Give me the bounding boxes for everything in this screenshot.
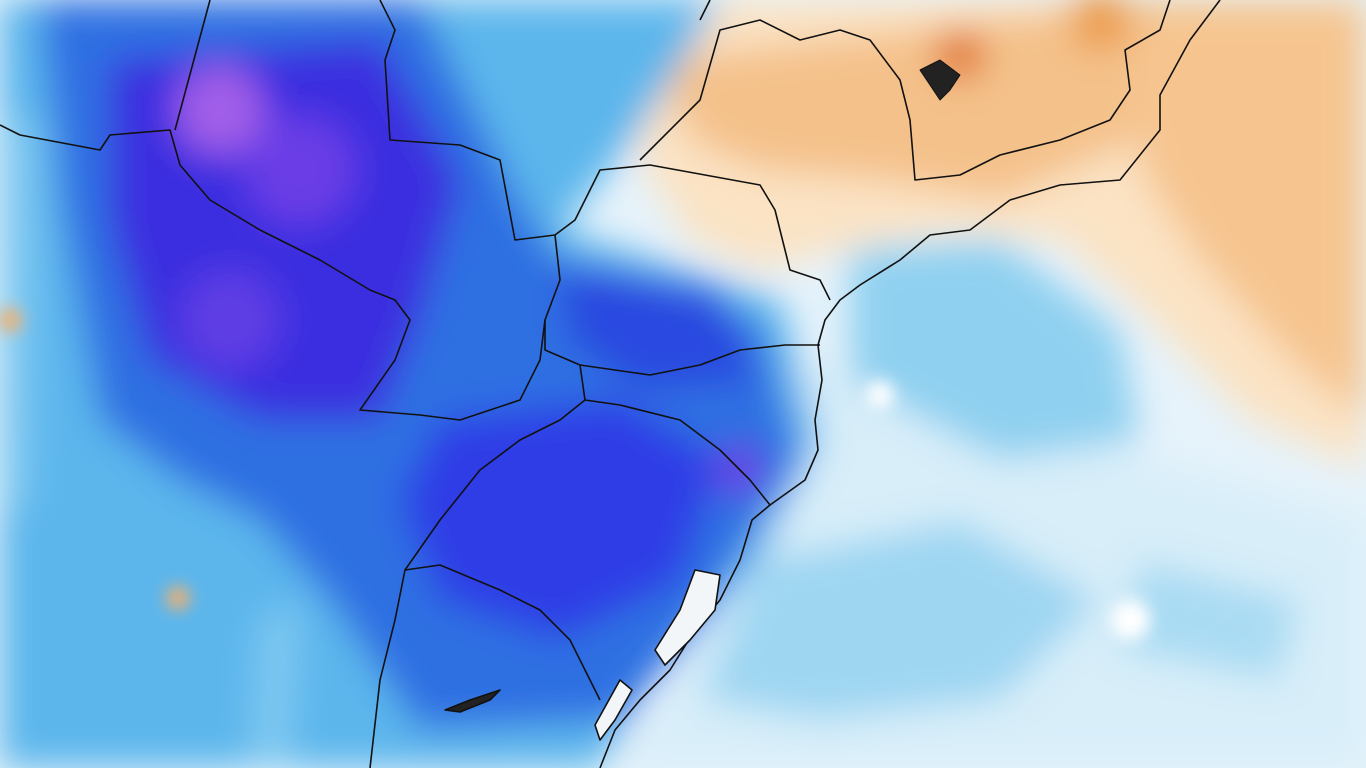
border [174,0,211,131]
borders [0,0,1221,768]
lake [444,689,501,713]
border [379,0,820,376]
border [369,364,586,768]
border [404,564,601,701]
border [699,0,711,21]
border [0,124,546,421]
border [554,164,831,301]
lagoon [594,679,633,741]
border [639,0,1171,181]
border [584,399,771,506]
lake [919,59,961,101]
lagoon [654,569,721,666]
